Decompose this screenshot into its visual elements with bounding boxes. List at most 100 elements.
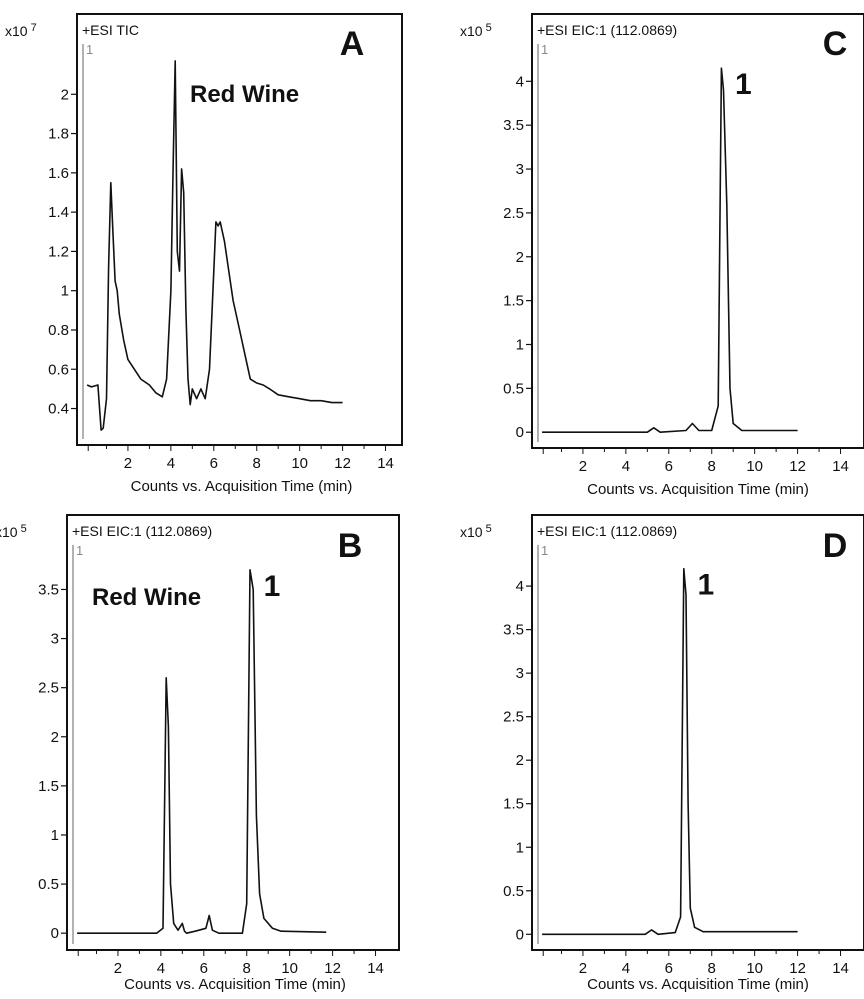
- y-tick-label: 2.5: [38, 680, 59, 697]
- x-tick-label: 2: [579, 458, 587, 475]
- y-tick-label: 0: [51, 925, 59, 942]
- x-tick-label: 2: [579, 960, 587, 977]
- y-tick-label: 2: [516, 249, 524, 266]
- panel-letter: B: [338, 527, 363, 565]
- y-scale-exponent: 5: [18, 523, 27, 535]
- y-tick-label: 4: [516, 578, 524, 595]
- y-tick-label: 3: [51, 631, 59, 648]
- y-tick-label: 1.5: [503, 293, 524, 310]
- x-tick-label: 12: [789, 458, 806, 475]
- panel-letter: C: [823, 25, 848, 63]
- y-tick-label: 1: [61, 283, 69, 300]
- y-tick-label: 1.8: [48, 126, 69, 143]
- panel-letter: A: [340, 25, 365, 63]
- x-tick-label: 10: [746, 960, 763, 977]
- y-tick-label: 1.4: [48, 204, 69, 221]
- y-scale-label: x10 7: [5, 22, 37, 39]
- x-tick-label: 4: [622, 960, 630, 977]
- trace-number-label: 1: [541, 543, 548, 558]
- x-tick-label: 10: [746, 458, 763, 475]
- sample-annotation: Red Wine: [190, 81, 299, 108]
- trace-header: +ESI EIC:1 (112.0869): [537, 22, 677, 38]
- chromatogram-trace: [542, 567, 798, 936]
- x-tick-label: 12: [789, 960, 806, 977]
- x-tick-label: 4: [167, 455, 175, 472]
- chromatogram-trace: [542, 67, 798, 434]
- y-tick-label: 4: [516, 73, 524, 90]
- y-scale-label: x10 5: [460, 523, 492, 540]
- trace-header: +ESI EIC:1 (112.0869): [72, 523, 212, 539]
- y-tick-label: 0: [516, 926, 524, 943]
- y-tick-label: 1: [516, 839, 524, 856]
- y-tick-label: 2: [61, 86, 69, 103]
- trace-number-label: 1: [76, 543, 83, 558]
- x-axis-label: Counts vs. Acquisition Time (min): [587, 481, 809, 498]
- chart-panel-d: 1 +ESI EIC:1 (112.0869) x10 5 0 0.5 1 1.5 2 2.5 3…: [460, 514, 864, 993]
- y-tick-label: 3: [516, 161, 524, 178]
- y-scale-exponent: 7: [28, 22, 37, 34]
- y-tick-label: 3.5: [503, 622, 524, 639]
- y-tick-label: 3.5: [38, 581, 59, 598]
- trace-header: +ESI TIC: [82, 22, 139, 38]
- y-tick-label: 1.5: [38, 778, 59, 795]
- x-tick-label: 8: [708, 458, 716, 475]
- y-scale-label: x10 5: [0, 523, 27, 540]
- y-tick-label: 3.5: [503, 117, 524, 134]
- trace-number-label: 1: [541, 42, 548, 57]
- y-tick-label: 2: [516, 752, 524, 769]
- chart-panel-c: 1 +ESI EIC:1 (112.0869) x10 5 0 0.5 1 1.5 2 2.5 3…: [460, 13, 864, 498]
- y-scale-exponent: 5: [483, 523, 492, 535]
- x-tick-label: 2: [114, 960, 122, 977]
- y-scale-base: x10: [460, 23, 483, 39]
- panel-letter: D: [823, 527, 848, 565]
- y-scale-base: x10: [5, 23, 28, 39]
- x-tick-label: 12: [334, 455, 351, 472]
- y-tick-label: 3: [516, 665, 524, 682]
- x-tick-label: 6: [665, 458, 673, 475]
- chart-panel-b: 1 +ESI EIC:1 (112.0869) x10 5 0 0.5 1 1.5 2 2.5 3…: [0, 514, 400, 993]
- x-tick-label: 4: [622, 458, 630, 475]
- x-tick-label: 14: [832, 458, 849, 475]
- trace-header: +ESI EIC:1 (112.0869): [537, 523, 677, 539]
- y-scale-base: x10: [460, 524, 483, 540]
- y-scale-label: x10 5: [460, 22, 492, 39]
- y-tick-label: 1.2: [48, 243, 69, 260]
- x-axis-label: Counts vs. Acquisition Time (min): [587, 976, 809, 993]
- peak-label: 1: [697, 569, 714, 602]
- x-tick-label: 14: [367, 960, 384, 977]
- y-tick-label: 0.8: [48, 322, 69, 339]
- x-tick-label: 8: [243, 960, 251, 977]
- x-tick-label: 10: [291, 455, 308, 472]
- x-tick-label: 8: [708, 960, 716, 977]
- y-tick-label: 2.5: [503, 709, 524, 726]
- y-tick-label: 0.5: [503, 380, 524, 397]
- peak-label: 1: [735, 68, 752, 101]
- trace-number-label: 1: [86, 42, 93, 57]
- x-tick-label: 12: [324, 960, 341, 977]
- plot-frame: [531, 514, 864, 951]
- y-tick-label: 0.5: [503, 883, 524, 900]
- y-tick-label: 1.6: [48, 165, 69, 182]
- sample-annotation: Red Wine: [92, 584, 201, 611]
- y-tick-label: 1: [51, 827, 59, 844]
- x-tick-label: 14: [832, 960, 849, 977]
- y-scale-base: x10: [0, 524, 18, 540]
- x-axis-label: Counts vs. Acquisition Time (min): [131, 478, 353, 495]
- y-tick-label: 0.6: [48, 361, 69, 378]
- chromatogram-trace: [86, 60, 343, 431]
- y-tick-label: 1: [516, 337, 524, 354]
- x-tick-label: 10: [281, 960, 298, 977]
- x-tick-label: 14: [377, 455, 394, 472]
- y-tick-label: 0.5: [38, 876, 59, 893]
- y-tick-label: 1.5: [503, 796, 524, 813]
- chart-panel-a: 1 +ESI TIC x10 7 0.4 0.6 0.8 1 1.2 1.4 1.6 1.8 2 2 4 6…: [5, 13, 403, 495]
- x-tick-label: 6: [665, 960, 673, 977]
- plot-frame: [66, 514, 400, 951]
- y-tick-label: 0.4: [48, 401, 69, 418]
- x-tick-label: 6: [200, 960, 208, 977]
- plot-frame: [531, 13, 864, 449]
- plot-frame: [76, 13, 403, 446]
- x-tick-label: 8: [253, 455, 261, 472]
- y-tick-label: 2: [51, 729, 59, 746]
